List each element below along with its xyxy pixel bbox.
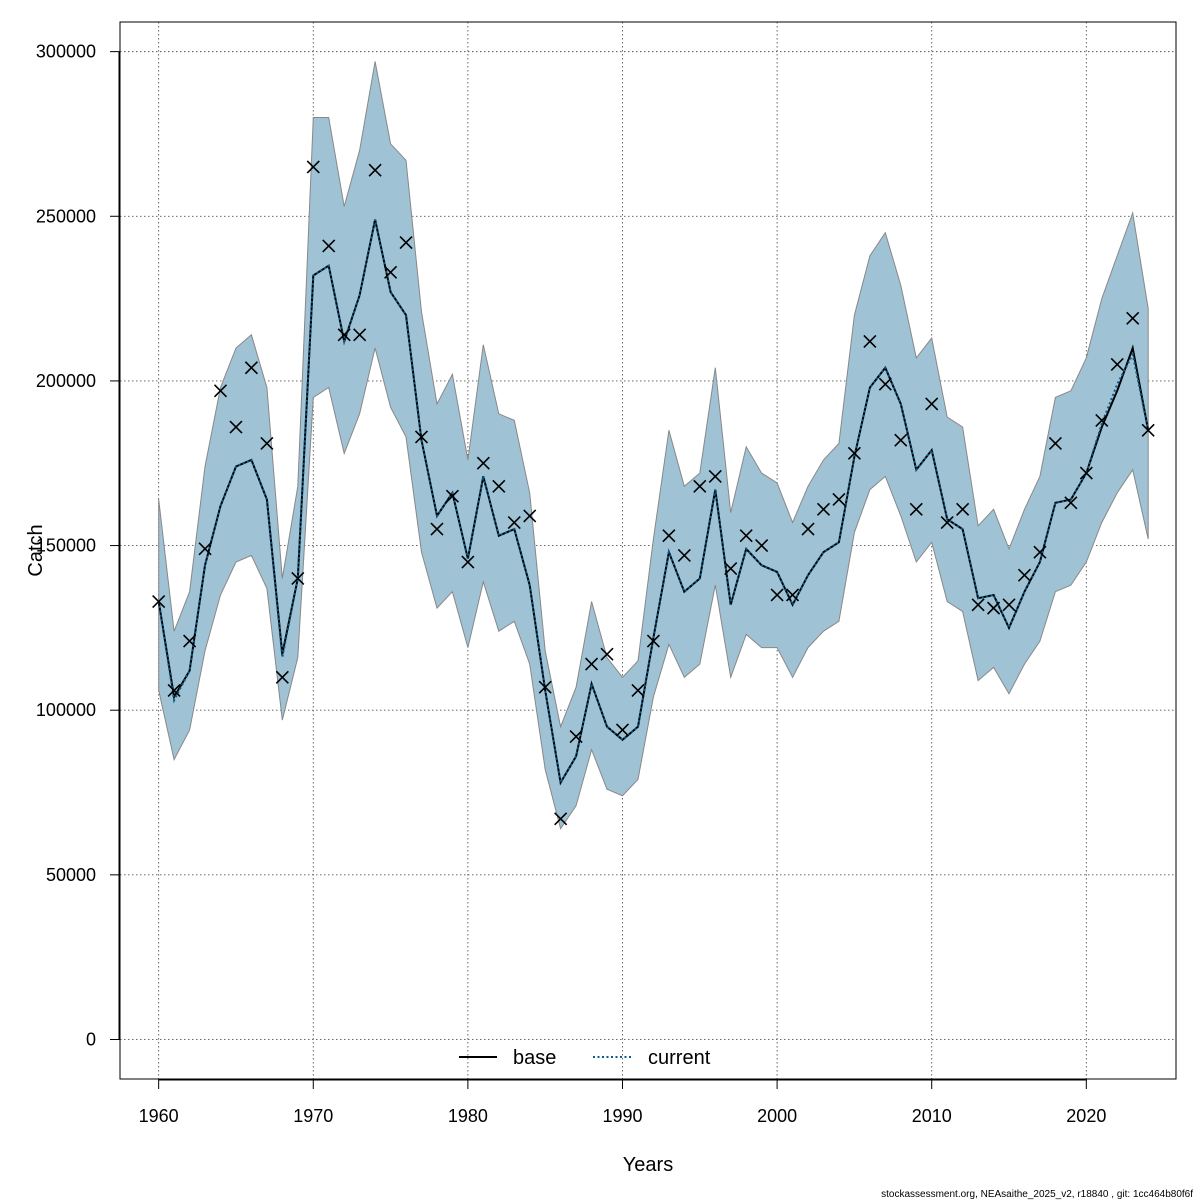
observed-point: [183, 634, 197, 648]
x-axis-label: Years: [623, 1154, 673, 1176]
x-tick-label: 1960: [139, 1106, 179, 1126]
observed-point: [492, 479, 506, 493]
observed-point: [816, 502, 831, 516]
observed-point: [476, 456, 490, 470]
observed-point: [909, 502, 923, 516]
observed-point: [399, 236, 413, 250]
observed-point: [445, 489, 459, 503]
x-tick-label: 2010: [912, 1106, 952, 1126]
y-tick-label: 50000: [46, 865, 96, 885]
footer-credit: stockassessment.org, NEAsaithe_2025_v2, …: [881, 1189, 1193, 1200]
observed-point: [198, 542, 212, 556]
observed-point: [322, 239, 336, 253]
observed-point: [956, 502, 970, 516]
observed-point: [1002, 598, 1016, 612]
observed-point: [275, 670, 289, 684]
series-line-current: [157, 219, 1150, 786]
observed-point: [260, 436, 274, 451]
y-axis-label: Catch: [25, 524, 47, 576]
confidence-band: [158, 61, 1149, 830]
observed-point: [353, 328, 367, 342]
observed-point: [1064, 496, 1078, 510]
observed-point: [724, 562, 738, 576]
observed-point: [244, 361, 258, 375]
observed-point: [878, 377, 892, 391]
observed-point: [971, 598, 985, 612]
y-tick-label: 250000: [36, 206, 96, 226]
y-tick-label: 150000: [36, 536, 96, 556]
observed-point: [646, 634, 660, 648]
observed-point: [1048, 436, 1062, 451]
observed-point: [755, 538, 769, 553]
y-tick-label: 0: [86, 1029, 96, 1049]
observed-point: [430, 522, 444, 536]
observed-point: [554, 812, 568, 826]
observed-point: [847, 446, 861, 460]
observed-point: [894, 433, 908, 447]
observed-point: [569, 729, 583, 744]
legend-base-label: base: [513, 1047, 556, 1069]
y-tick-label: 300000: [36, 42, 96, 62]
observed-point: [1033, 545, 1047, 559]
y-tick-label: 200000: [36, 371, 96, 391]
observed-point: [832, 492, 846, 507]
observed-point: [940, 515, 954, 530]
observed-point: [986, 601, 1001, 615]
observed-point: [785, 588, 800, 602]
observed-point: [213, 384, 228, 398]
observed-point: [538, 680, 552, 694]
observed-point: [523, 509, 537, 523]
legend-current-label: current: [648, 1047, 711, 1069]
y-axis: 0 50000 100000 150000 200000 250000 300000: [36, 42, 120, 1049]
observed-point: [708, 469, 722, 483]
observed-point: [615, 723, 630, 737]
observed-point: [1110, 357, 1124, 372]
observed-point: [1017, 568, 1032, 582]
observed-point: [770, 588, 784, 602]
observed-point: [1126, 311, 1140, 325]
observed-point: [677, 548, 691, 563]
observed-point: [739, 529, 753, 543]
observed-point: [631, 683, 645, 698]
x-tick-label: 2000: [757, 1106, 797, 1126]
y-tick-label: 100000: [36, 700, 96, 720]
observed-point: [368, 163, 382, 177]
series-lines: [157, 219, 1150, 786]
x-tick-label: 1980: [448, 1106, 488, 1126]
x-tick-label: 1990: [602, 1106, 642, 1126]
observed-point: [152, 594, 166, 609]
observed-point: [600, 647, 614, 661]
x-tick-label: 1970: [293, 1106, 333, 1126]
observed-point: [1141, 423, 1155, 437]
observed-point: [291, 571, 305, 586]
observed-points: [152, 160, 1155, 826]
observed-point: [167, 683, 181, 698]
observed-point: [801, 522, 815, 536]
observed-point: [507, 515, 521, 530]
observed-point: [306, 160, 320, 174]
observed-point: [229, 420, 243, 434]
legend: base current: [459, 1047, 711, 1069]
observed-point: [662, 529, 676, 543]
observed-point: [693, 479, 707, 493]
observed-point: [337, 328, 351, 342]
observed-point: [585, 657, 599, 671]
observed-point: [863, 334, 877, 348]
observed-point: [384, 265, 398, 279]
x-tick-label: 2020: [1066, 1106, 1106, 1126]
observed-point: [1079, 466, 1093, 480]
confidence-band-area: [158, 61, 1149, 830]
observed-point: [461, 555, 475, 569]
observed-point: [925, 397, 939, 411]
plot-frame: [119, 21, 1177, 1080]
x-axis: 1960 1970 1980 1990 2000 2010 2020: [139, 1079, 1106, 1126]
observed-point: [1095, 413, 1109, 427]
observed-point: [414, 430, 429, 444]
